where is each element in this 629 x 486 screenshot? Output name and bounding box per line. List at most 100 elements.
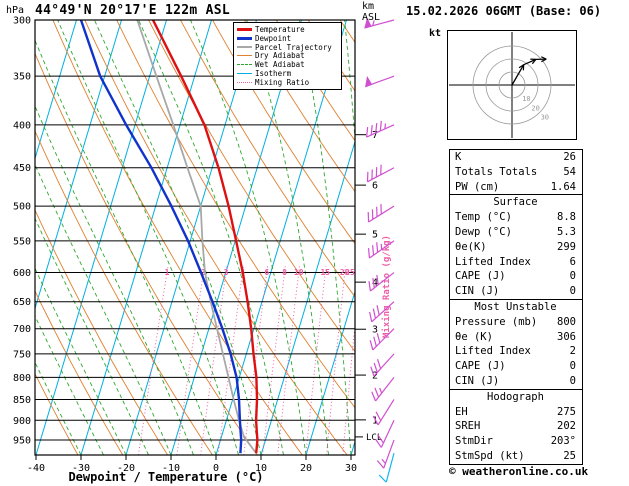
legend-item: Temperature [237,25,339,34]
svg-text:-20: -20 [117,463,135,474]
svg-text:1: 1 [372,415,378,426]
svg-text:5: 5 [372,230,378,241]
svg-text:0: 0 [213,463,219,474]
wind-barb [371,376,395,402]
indices-table: K 26 Totals Totals 54 PW (cm) 1.64 Surface Temp… [449,149,583,465]
svg-text:7: 7 [372,130,378,141]
legend-label: Wet Adiabat [255,60,305,70]
altitude-axis-unit-km: km [362,1,375,12]
sounding-curves [79,20,259,454]
legend-item: Isotherm [237,69,339,78]
wind-barb [367,204,395,223]
hodograph-unit-label: kt [429,28,442,39]
svg-text:8: 8 [282,268,287,277]
index-label: CAPE (J) [455,270,506,283]
index-section-header: Most Unstable [450,298,582,315]
svg-text:10: 10 [294,268,304,277]
index-row: EH 275 [450,405,582,420]
altitude-ticks: 1 2 3 4 5 6 7 LCL [355,130,382,443]
legend-label: Temperature [255,24,305,34]
parcel-curve [136,20,257,454]
index-label: CIN (J) [455,374,500,387]
index-row: Lifted Index 2 [450,344,582,359]
legend-item: Dewpoint [237,34,339,43]
index-row: Pressure (mb) 800 [450,315,582,330]
wind-barb [368,272,395,292]
pressure-axis-unit: hPa [6,5,25,16]
hodograph-ring-label: 20 [531,104,539,112]
index-row: StmDir 203° [450,434,582,449]
index-label: PW (cm) [455,180,500,193]
index-label: StmSpd (kt) [455,449,525,462]
legend-label: Parcel Trajectory [255,42,332,52]
index-value: 54 [563,165,576,178]
legend-swatch [237,81,252,83]
index-value: 202 [557,420,576,433]
svg-text:400: 400 [13,120,31,131]
svg-text:300: 300 [13,16,31,27]
index-row: CAPE (J) 0 [450,269,582,284]
index-value: 2 [569,345,576,358]
index-row: StmSpd (kt) 25 [450,449,582,464]
index-value: 25 [563,449,576,462]
hodograph-ring-label: 10 [522,95,530,103]
svg-text:900: 900 [13,416,31,427]
index-value: 5.3 [557,225,576,238]
svg-text:2: 2 [201,268,206,277]
index-row: CIN (J) 0 [450,284,582,299]
legend-swatch [237,55,252,57]
index-row: CIN (J) 0 [450,374,582,389]
legend-label: Mixing Ratio [255,77,310,87]
legend-item: Dry Adiabat [237,51,339,60]
index-value: 8.8 [557,211,576,224]
hodograph-border [447,30,577,140]
svg-text:450: 450 [13,163,31,174]
svg-text:25: 25 [345,268,355,277]
index-value: 0 [569,360,576,373]
copyright: © weatheronline.co.uk [449,465,589,478]
legend-label: Dry Adiabat [255,51,305,61]
index-row: K 26 [450,150,582,165]
index-label: StmDir [455,435,493,448]
svg-text:600: 600 [13,268,31,279]
index-value: 203° [550,435,576,448]
svg-text:6: 6 [372,181,378,192]
index-label: θe (K) [455,330,493,343]
svg-text:1: 1 [165,268,170,277]
svg-text:3: 3 [224,268,229,277]
wind-barb [369,301,395,323]
index-value: 0 [569,270,576,283]
index-value: 0 [569,285,576,298]
wind-barb [378,452,395,483]
legend-label: Isotherm [255,68,292,78]
dewpoint-curve [79,20,243,454]
index-label: Temp (°C) [455,211,512,224]
legend-swatch [237,36,252,40]
temperature-curve [151,20,259,454]
index-row: Dewp (°C) 5.3 [450,225,582,240]
plot-border [34,19,356,456]
svg-text:350: 350 [13,72,31,83]
hodograph-ring [485,58,539,112]
svg-text:-10: -10 [162,463,180,474]
index-label: EH [455,405,468,418]
index-row: θe (K) 306 [450,330,582,345]
legend-item: Wet Adiabat [237,60,339,69]
index-value: 299 [557,240,576,253]
svg-text:-30: -30 [72,463,90,474]
wind-barb [366,164,395,183]
svg-text:700: 700 [13,324,31,335]
index-label: Lifted Index [455,345,531,358]
lcl-label: LCL [366,433,382,443]
wind-barb [367,240,395,259]
index-value: 6 [569,255,576,268]
index-row: Lifted Index 6 [450,255,582,270]
svg-text:6: 6 [264,268,269,277]
svg-text:15: 15 [320,268,330,277]
svg-text:950: 950 [13,435,31,446]
legend-item: Mixing Ratio [237,78,339,87]
hodograph-ring [472,45,552,125]
svg-text:20: 20 [300,463,312,474]
